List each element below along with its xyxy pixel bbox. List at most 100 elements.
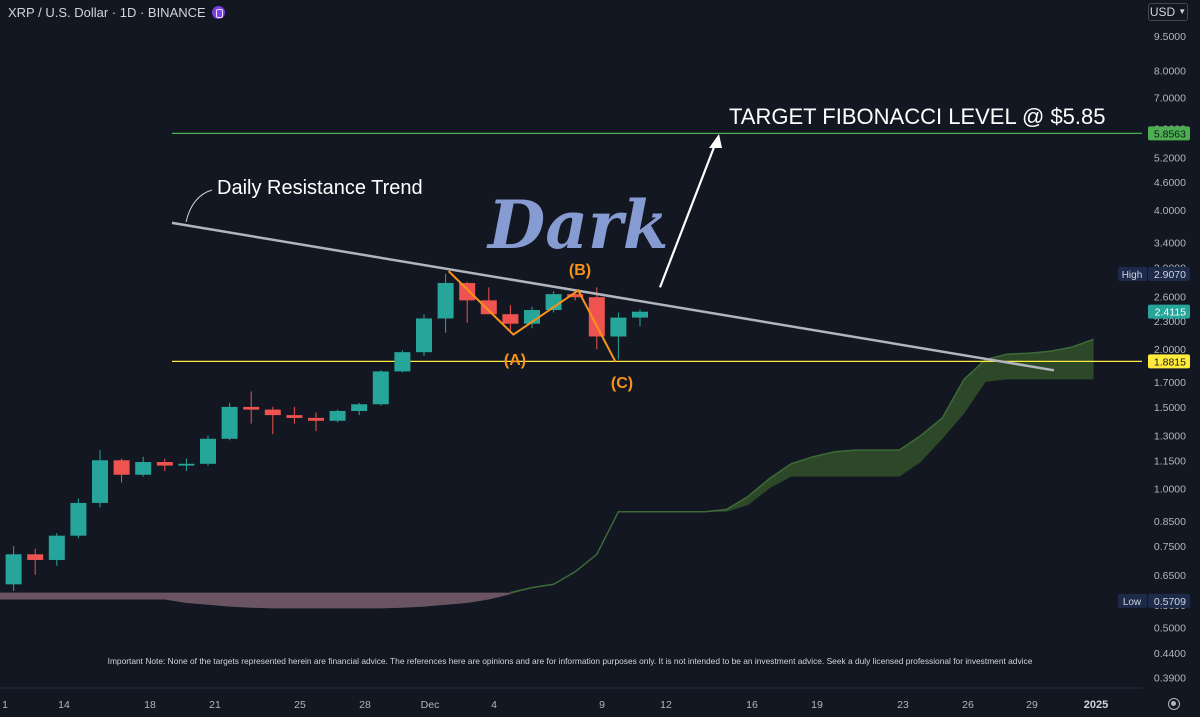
time-tick-label: 4	[491, 699, 497, 711]
time-tick-label: 26	[962, 699, 974, 711]
candle-body	[459, 283, 476, 301]
time-tick-label: 21	[209, 699, 221, 711]
price-tag-value: 0.5709	[1154, 596, 1186, 608]
time-tick-label: 18	[144, 699, 156, 711]
price-tag-prefix: Low	[1123, 597, 1142, 608]
price-tag-prefix-bg	[1118, 267, 1147, 282]
price-tick-label: 0.3900	[1154, 672, 1186, 684]
cloud-leading-edge	[510, 338, 1094, 594]
price-tick-label: 1.5000	[1154, 402, 1186, 414]
price-tick-label: 0.7500	[1154, 541, 1186, 553]
time-tick-label: 25	[294, 699, 306, 711]
price-tick-label: 0.8500	[1154, 516, 1186, 528]
candle-body	[27, 554, 44, 560]
candle-body	[221, 406, 238, 439]
symbol-header[interactable]: XRP / U.S. Dollar · 1D · BINANCE	[8, 5, 225, 20]
price-tick-label: 5.2000	[1154, 152, 1186, 164]
gear-icon[interactable]	[1168, 698, 1180, 710]
wave-label-a: (A)	[504, 352, 526, 369]
price-tag-prefix-bg	[1118, 593, 1147, 608]
time-tick-label: 16	[746, 699, 758, 711]
candle-body	[92, 460, 108, 503]
price-tag-bg	[1148, 593, 1190, 608]
resistance-trend-line	[171, 221, 1055, 372]
candle-body	[308, 417, 324, 421]
watermark-text: Dark	[486, 186, 669, 264]
time-tick-label: 23	[897, 699, 909, 711]
price-tag-bg	[1148, 267, 1190, 282]
wave-label-b: (B)	[569, 262, 591, 279]
time-tick-label: 19	[811, 699, 823, 711]
time-tick-label: 1	[2, 699, 8, 711]
candle-body	[351, 404, 368, 411]
candle-body	[200, 438, 216, 464]
price-tag-prefix: High	[1122, 270, 1143, 281]
candle-body	[243, 406, 260, 410]
candle-body	[480, 300, 497, 315]
price-tick-label: 1.1500	[1154, 455, 1186, 467]
trend-callout	[185, 189, 213, 223]
candle-body	[502, 314, 519, 324]
candle-body	[610, 317, 627, 337]
candle-body	[567, 294, 584, 298]
time-tick-label: 29	[1026, 699, 1038, 711]
price-tag-value: 1.8815	[1154, 356, 1186, 368]
chevron-down-icon: ▼	[1178, 7, 1187, 16]
time-tick-label: Dec	[421, 699, 440, 711]
candle-body	[135, 462, 152, 475]
price-tick-label: 0.5000	[1154, 623, 1186, 635]
wave-label-c: (C)	[611, 375, 633, 392]
candle-body	[416, 318, 432, 353]
cloud-bearish	[0, 592, 511, 609]
price-tag-bg	[1148, 354, 1190, 369]
target-label: TARGET FIBONACCI LEVEL @ $5.85	[729, 104, 1106, 129]
candle-body	[156, 462, 173, 466]
candle-body	[286, 415, 303, 418]
price-tag-value: 2.9070	[1154, 269, 1186, 281]
indicator-icon[interactable]	[211, 6, 225, 19]
candle-body	[394, 352, 411, 372]
disclaimer-note: Important Note: None of the targets repr…	[107, 656, 1033, 666]
price-tick-label: 4.6000	[1154, 177, 1186, 189]
price-tick-label: 1.3000	[1154, 431, 1186, 443]
candle-body	[48, 535, 65, 560]
target-arrow-head	[709, 134, 722, 148]
candle-body	[329, 410, 346, 421]
candle-body	[545, 294, 562, 311]
time-tick-label: 14	[58, 699, 70, 711]
candle-body	[588, 297, 605, 337]
abc-wave-line	[447, 270, 617, 363]
currency-select[interactable]: USD ▼	[1148, 3, 1188, 21]
candle-body	[113, 460, 130, 475]
price-tag-bg	[1148, 126, 1190, 141]
candle-body	[178, 463, 195, 466]
candle-body	[632, 311, 648, 318]
price-tick-label: 7.0000	[1154, 93, 1186, 105]
price-tick-label: 2.6000	[1154, 291, 1186, 303]
candle-body	[70, 502, 87, 536]
price-tag-value: 2.4115	[1155, 307, 1186, 319]
price-tick-label: 1.0000	[1154, 483, 1186, 495]
price-tick-label: 4.0000	[1154, 205, 1186, 217]
candle-body	[372, 371, 389, 405]
trend-label: Daily Resistance Trend	[217, 177, 423, 199]
price-tick-label: 1.7000	[1154, 377, 1186, 389]
time-tick-label: 28	[359, 699, 371, 711]
price-tick-label: 2.3000	[1154, 316, 1186, 328]
time-tick-label: 12	[660, 699, 672, 711]
price-tick-label: 9.5000	[1154, 31, 1186, 43]
price-tag-value: 5.8563	[1154, 128, 1186, 140]
symbol-title: XRP / U.S. Dollar · 1D · BINANCE	[8, 5, 206, 20]
candle-body	[437, 283, 454, 319]
currency-label: USD	[1149, 5, 1176, 19]
cloud-bullish	[510, 339, 1094, 595]
candle-body	[5, 554, 22, 585]
candle-body	[264, 409, 281, 416]
time-tick-label: 2025	[1084, 699, 1108, 711]
price-tag-bg	[1148, 304, 1190, 319]
price-tick-label: 3.4000	[1154, 238, 1186, 250]
target-arrow-shaft	[658, 141, 718, 288]
price-tick-label: 8.0000	[1154, 66, 1186, 78]
